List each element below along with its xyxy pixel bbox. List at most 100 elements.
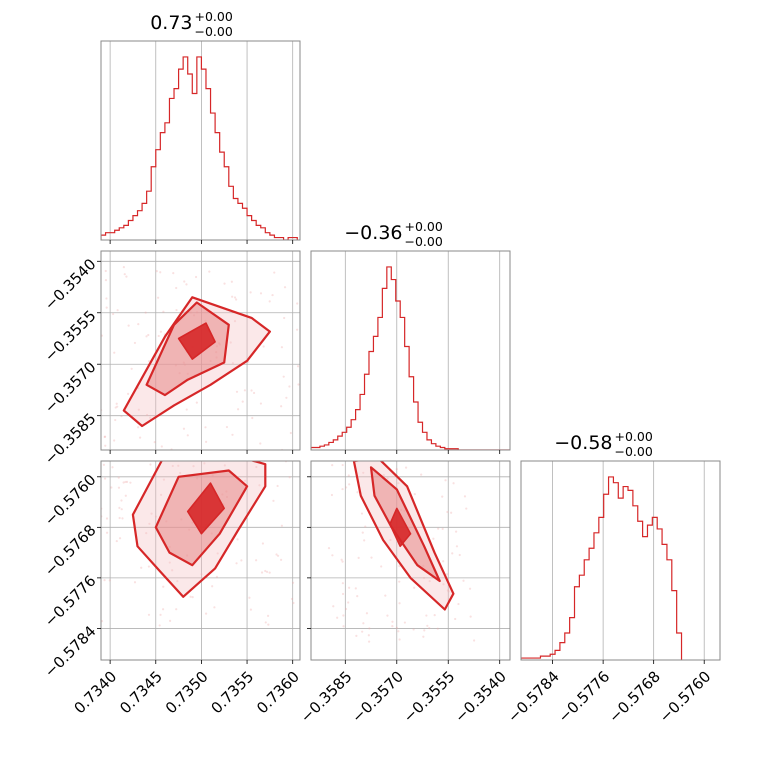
sample-point xyxy=(223,282,226,285)
sample-point xyxy=(120,508,123,511)
sample-point xyxy=(92,296,94,298)
sample-point xyxy=(223,433,225,435)
sample-point xyxy=(149,416,152,419)
sample-point xyxy=(297,436,299,438)
sample-point xyxy=(450,431,452,433)
sample-point xyxy=(112,312,115,316)
sample-point xyxy=(147,613,151,616)
sample-point xyxy=(430,446,432,448)
sample-point xyxy=(327,547,331,550)
x-tick-label: −0.3585 xyxy=(297,668,356,727)
x-tick-label: −0.5760 xyxy=(656,668,715,727)
sample-point xyxy=(413,586,416,589)
x-tick-label: 0.7340 xyxy=(71,668,121,718)
sample-point xyxy=(273,271,276,274)
contour-level-3 xyxy=(389,507,412,548)
param-title-median-2: −0.36 xyxy=(344,222,402,244)
sample-point xyxy=(216,452,218,454)
sample-point xyxy=(436,627,439,630)
sample-point xyxy=(140,566,143,569)
sample-point xyxy=(462,579,465,582)
sample-point xyxy=(340,558,343,561)
sample-point xyxy=(296,365,300,368)
sample-point xyxy=(188,430,190,432)
sample-point xyxy=(379,420,381,422)
sample-point xyxy=(113,351,116,354)
sample-point xyxy=(176,431,178,433)
sample-point xyxy=(133,341,137,345)
sample-point xyxy=(444,479,447,482)
sample-point xyxy=(122,266,125,269)
sample-point xyxy=(428,437,430,439)
sample-point xyxy=(93,382,95,384)
sample-point xyxy=(266,614,270,617)
sample-point xyxy=(394,455,396,457)
sample-point xyxy=(412,457,414,459)
sample-point xyxy=(260,571,264,574)
sample-point xyxy=(367,640,371,643)
sample-point xyxy=(105,517,109,520)
sample-point xyxy=(472,435,474,437)
sample-point xyxy=(367,634,370,637)
sample-point xyxy=(162,478,166,481)
sample-point xyxy=(292,601,295,605)
sample-point xyxy=(258,484,261,487)
y-tick-label: −0.3585 xyxy=(41,410,100,469)
sample-point xyxy=(251,416,254,420)
sample-point xyxy=(248,596,251,599)
sample-point xyxy=(404,466,408,469)
sample-point xyxy=(282,375,285,378)
sample-point xyxy=(111,466,114,469)
sample-point xyxy=(345,456,347,458)
sample-point xyxy=(213,457,215,459)
sample-point xyxy=(104,444,107,447)
sample-point xyxy=(259,442,262,445)
sample-point xyxy=(106,457,108,459)
sample-point xyxy=(191,412,193,414)
sample-point xyxy=(391,431,393,433)
x-tick-label: −0.5776 xyxy=(555,668,614,727)
panel-frame xyxy=(100,40,301,241)
sample-point xyxy=(268,571,271,574)
sample-point xyxy=(117,486,121,489)
sample-point xyxy=(226,443,228,445)
panel-1-0 xyxy=(88,250,301,459)
sample-point xyxy=(437,452,439,454)
sample-point xyxy=(403,621,406,624)
sample-point xyxy=(362,622,365,625)
x-tick-label: 0.7345 xyxy=(116,668,166,718)
sample-point xyxy=(265,570,269,573)
sample-point xyxy=(454,617,457,621)
sample-point xyxy=(195,401,198,404)
sample-point xyxy=(103,579,106,582)
panel-0-0 xyxy=(100,40,301,244)
sample-point xyxy=(105,306,108,309)
sample-point xyxy=(231,362,234,365)
sample-point xyxy=(283,286,287,289)
sample-point xyxy=(103,435,107,438)
sample-point xyxy=(473,417,475,419)
sample-point xyxy=(88,335,90,337)
sample-point xyxy=(113,439,116,442)
sample-point xyxy=(116,309,119,312)
panel-2-0 xyxy=(97,412,301,664)
sample-point xyxy=(389,538,392,542)
sample-point xyxy=(455,545,459,548)
sample-point xyxy=(348,586,351,589)
sample-point xyxy=(473,456,475,458)
sample-point xyxy=(108,579,111,582)
sample-point xyxy=(267,623,270,626)
sample-point xyxy=(368,627,371,630)
sample-point xyxy=(464,442,466,444)
sample-point xyxy=(398,564,401,568)
sample-point xyxy=(204,440,208,443)
sample-point xyxy=(125,480,129,483)
sample-point xyxy=(285,396,288,399)
sample-point xyxy=(241,400,244,403)
sample-point xyxy=(355,634,358,637)
sample-point xyxy=(189,595,192,598)
sample-point xyxy=(231,295,234,298)
sample-point xyxy=(103,416,105,418)
sample-point xyxy=(157,296,160,299)
